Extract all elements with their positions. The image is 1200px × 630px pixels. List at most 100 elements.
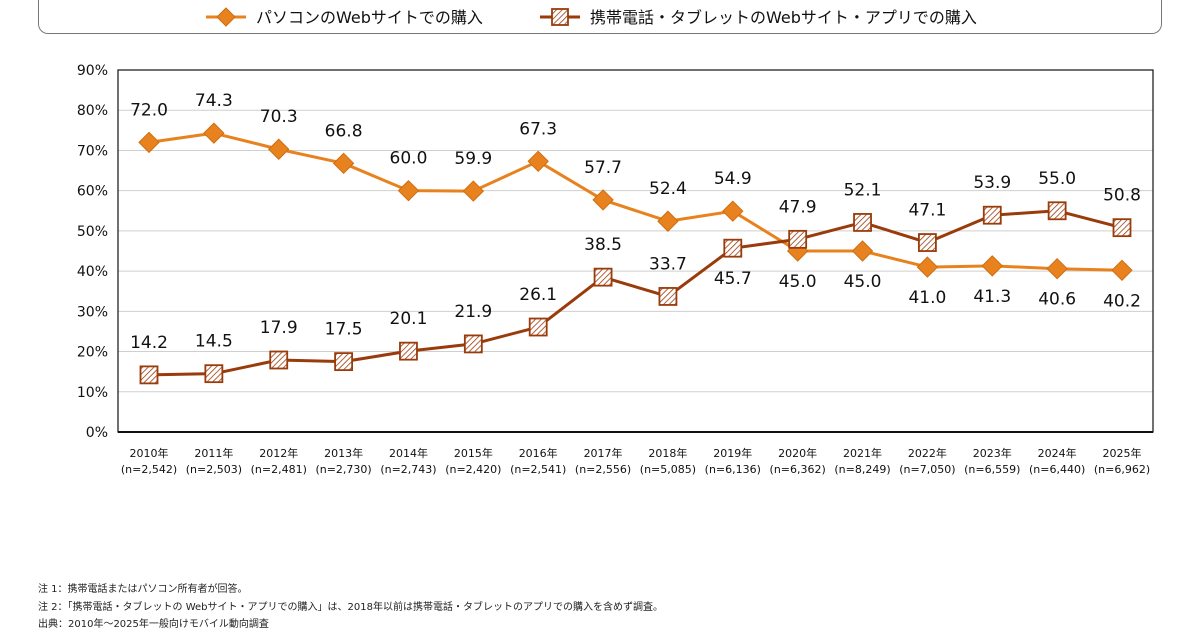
pc-data-point: [203, 122, 225, 144]
pc-data-point: [527, 150, 549, 173]
mobile-data-point: [1047, 201, 1067, 221]
mobile-data-label: 50.8: [1103, 186, 1141, 206]
mobile-data-point: [982, 205, 1002, 225]
pc-data-label: 45.0: [844, 272, 882, 292]
x-tick-label: 2011年: [194, 446, 233, 460]
pc-data-label: 60.0: [390, 149, 428, 169]
mobile-data-point: [593, 267, 613, 287]
mobile-data-point: [399, 341, 418, 361]
mobile-data-point: [269, 350, 289, 370]
x-tick-label: 2014年: [389, 446, 428, 460]
pc-data-label: 52.4: [649, 179, 687, 199]
x-tick-label: 2017年: [584, 446, 623, 460]
y-tick-label: 20%: [77, 345, 108, 361]
x-tick-label: 2016年: [519, 446, 558, 460]
mobile-data-label: 33.7: [649, 254, 687, 274]
x-tick-sample-size: (n=5,085): [640, 463, 696, 476]
legend-pc-diamond-icon: [216, 7, 236, 27]
pc-data-label: 74.3: [195, 91, 233, 111]
y-tick-label: 30%: [77, 304, 108, 320]
y-tick-label: 80%: [77, 103, 108, 119]
mobile-data-label: 47.9: [779, 197, 817, 217]
pc-data-label: 41.0: [908, 288, 946, 308]
y-tick-label: 60%: [77, 184, 108, 200]
gridlines: [118, 109, 1153, 393]
x-tick-label: 2023年: [973, 446, 1012, 460]
x-tick-sample-size: (n=6,559): [964, 463, 1020, 476]
x-tick-label: 2010年: [130, 446, 169, 460]
mobile-data-label: 17.5: [325, 320, 363, 340]
pc-data-label: 66.8: [325, 121, 363, 141]
x-tick-sample-size: (n=8,249): [834, 463, 890, 476]
pc-data-point: [722, 200, 744, 222]
pc-data-label: 57.7: [584, 158, 622, 178]
x-tick-label: 2018年: [648, 446, 687, 460]
x-tick-sample-size: (n=7,050): [899, 463, 955, 476]
y-tick-label: 40%: [77, 264, 108, 280]
pc-data-point: [1046, 257, 1068, 280]
x-tick-label: 2021年: [843, 446, 882, 460]
series-layer: [138, 122, 1133, 385]
y-tick-label: 50%: [77, 224, 108, 240]
legend-mobile-label: 携帯電話・タブレットのWebサイト・アプリでの購入: [590, 8, 977, 27]
mobile-data-point: [463, 334, 483, 354]
mobile-data-point: [788, 229, 808, 249]
pc-data-point: [397, 179, 420, 202]
y-tick-label: 10%: [77, 385, 108, 401]
pc-data-label: 40.2: [1103, 291, 1141, 311]
mobile-data-label: 55.0: [1038, 169, 1076, 189]
x-tick-label: 2015年: [454, 446, 493, 460]
x-tick-sample-size: (n=6,440): [1029, 463, 1085, 476]
pc-data-label: 45.0: [779, 272, 817, 292]
mobile-data-label: 47.1: [908, 201, 946, 221]
x-tick-label: 2019年: [713, 446, 752, 460]
x-tick-label: 2024年: [1038, 446, 1077, 460]
legend-pc-label: パソコンのWebサイトでの購入: [256, 8, 483, 27]
mobile-data-label: 20.1: [390, 309, 428, 329]
pc-data-point: [916, 256, 939, 278]
pc-data-point: [657, 210, 679, 232]
mobile-data-label: 17.9: [260, 318, 298, 338]
x-tick-sample-size: (n=2,420): [445, 463, 501, 476]
x-tick-label: 2022年: [908, 446, 947, 460]
x-tick-sample-size: (n=2,503): [186, 463, 242, 476]
mobile-data-label: 14.2: [130, 333, 168, 353]
mobile-data-point: [139, 365, 159, 385]
pc-data-point: [268, 138, 290, 160]
data-labels: 72.0 74.3 70.3 66.8 60.0 59.9 67.3 57.7 52.4 54.9…: [130, 91, 1141, 353]
x-tick-sample-size: (n=2,730): [315, 463, 371, 476]
mobile-data-label: 14.5: [195, 332, 233, 352]
y-tick-label: 90%: [77, 63, 108, 79]
pc-data-label: 72.0: [130, 100, 168, 120]
x-tick-sample-size: (n=6,962): [1094, 463, 1150, 476]
mobile-data-label: 38.5: [584, 235, 622, 255]
pc-data-point: [138, 131, 160, 154]
x-tick-sample-size: (n=2,541): [510, 463, 566, 476]
pc-data-label: 40.6: [1038, 290, 1076, 310]
mobile-data-point: [658, 287, 678, 306]
source-note: 出典：2010年～2025年一般向けモバイル動向調査: [38, 619, 269, 630]
x-tick-sample-size: (n=2,556): [575, 463, 631, 476]
pc-data-point: [332, 152, 355, 175]
mobile-data-point: [204, 364, 224, 384]
legend-mobile-hatched-square-icon: [551, 8, 569, 26]
pc-data-point: [981, 255, 1003, 277]
pc-data-label: 54.9: [714, 169, 752, 189]
mobile-data-point: [528, 317, 548, 337]
pc-series-line: [148, 131, 1123, 272]
x-tick-sample-size: (n=2,481): [251, 463, 307, 476]
axes: 0% 10% 20% 30% 40% 50% 60% 70% 80% 90% 2010年 (n=2,5…: [77, 63, 1154, 476]
pc-data-label: 59.9: [454, 149, 492, 169]
x-tick-label: 2020年: [778, 446, 817, 460]
x-tick-label: 2025年: [1103, 446, 1142, 460]
pc-data-point: [851, 240, 874, 262]
mobile-data-point: [918, 233, 937, 252]
y-tick-label: 70%: [77, 143, 108, 159]
pc-data-point: [1111, 259, 1133, 282]
mobile-series-line: [148, 209, 1123, 377]
note-1: 注 1：携帯電話またはパソコン所有者が回答。: [38, 584, 248, 595]
mobile-data-label: 52.1: [844, 180, 882, 200]
note-2: 注 2：「携帯電話・タブレットの Webサイト・アプリでの購入」は、2018年以…: [38, 602, 663, 613]
x-tick-label: 2012年: [259, 446, 298, 460]
